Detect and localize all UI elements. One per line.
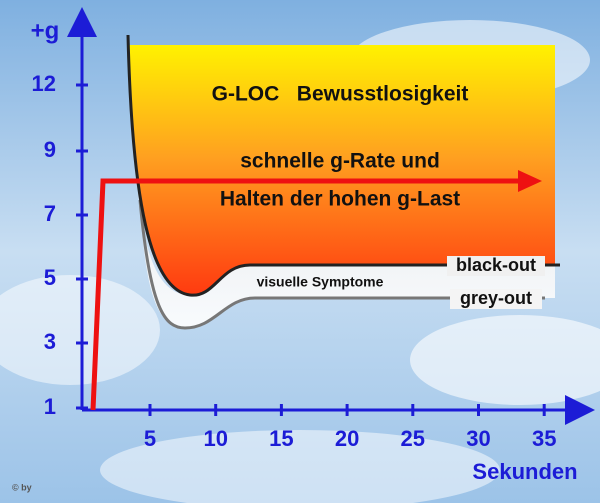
g-load-line	[90, 178, 520, 411]
label-bg	[447, 256, 545, 276]
y-tick-label: 7	[44, 201, 56, 226]
symptom-label: visuelle Symptome	[257, 274, 384, 290]
x-tick-label: 35	[532, 426, 556, 451]
black-out-label: black-out	[456, 255, 536, 275]
rate-label: Halten der hohen g-Last	[220, 188, 460, 211]
cloud	[410, 315, 600, 405]
gloc-zone	[128, 45, 555, 296]
x-tick-label: 5	[144, 426, 156, 451]
x-tick-label: 10	[203, 426, 227, 451]
y-tick-label: 1	[44, 394, 56, 419]
grey-out-curve	[138, 199, 545, 330]
y-tick-label: 9	[44, 137, 56, 162]
y-axis-title: +g	[31, 17, 60, 44]
y-tick-label: 12	[32, 71, 56, 96]
rate-label: schnelle g-Rate und	[240, 150, 440, 173]
g-load-arrow	[518, 170, 542, 192]
x-tick-label: 30	[466, 426, 490, 451]
label-bg	[450, 289, 542, 309]
x-tick-label: 20	[335, 426, 359, 451]
y-tick-label: 3	[44, 329, 56, 354]
x-tick-label: 25	[401, 426, 425, 451]
x-axis-title: Sekunden	[472, 459, 577, 484]
y-tick-label: 5	[44, 265, 56, 290]
grey-out-label: grey-out	[460, 288, 532, 308]
cloud	[100, 430, 500, 503]
black-out-curve	[126, 34, 560, 297]
symptom-band	[135, 150, 555, 328]
cloud	[0, 275, 160, 385]
x-tick-label: 15	[269, 426, 293, 451]
zone-label: G-LOC Bewusstlosigkeit	[212, 83, 469, 106]
copyright: © by	[12, 482, 32, 492]
